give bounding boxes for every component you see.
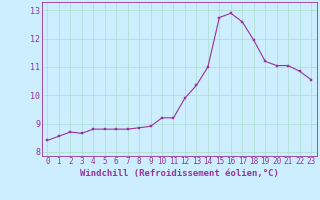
X-axis label: Windchill (Refroidissement éolien,°C): Windchill (Refroidissement éolien,°C) <box>80 169 279 178</box>
